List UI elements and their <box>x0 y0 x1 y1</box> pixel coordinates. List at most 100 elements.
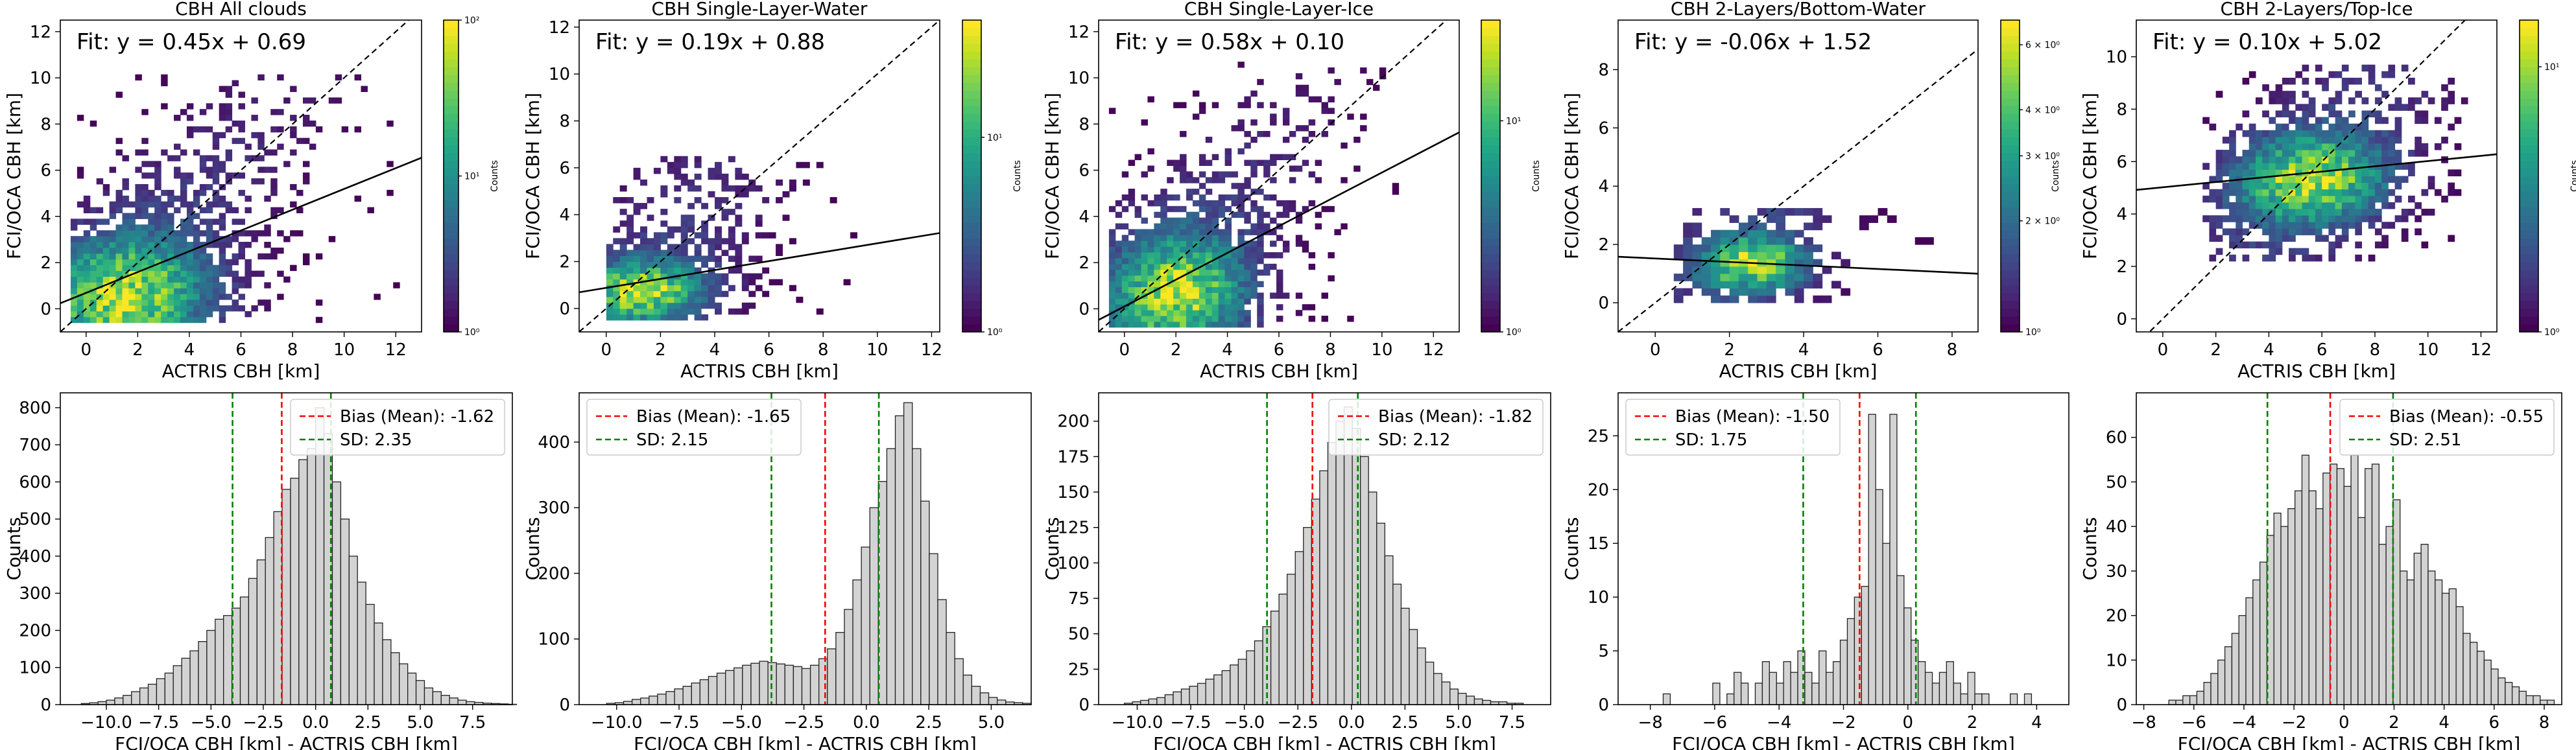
heatmap-cell <box>122 242 129 248</box>
y-tick-label: 2 <box>2116 257 2127 277</box>
heatmap-cell <box>1683 266 1693 274</box>
heatmap-cell <box>2355 150 2362 157</box>
heatmap-cell <box>89 259 97 266</box>
heatmap-cell <box>232 282 239 288</box>
heatmap-cell <box>2408 163 2415 170</box>
heatmap-cell <box>219 305 226 312</box>
colorbar-frame <box>962 19 982 333</box>
legend-entry: Bias (Mean): -1.50 <box>1675 407 1830 427</box>
heatmap-cell <box>816 308 824 315</box>
colorbar-label: Counts <box>2570 160 2576 192</box>
colorbar-frame <box>1481 19 1501 333</box>
colorbar-segment <box>444 82 459 91</box>
heatmap-cell <box>1738 274 1748 281</box>
heatmap-cell <box>161 149 168 156</box>
x-tick-label: 0 <box>601 340 612 360</box>
heatmap-cell <box>199 230 207 237</box>
heatmap-cell <box>1205 257 1213 264</box>
colorbar-segment <box>2520 137 2538 145</box>
heatmap-cell <box>1121 171 1129 178</box>
heatmap-cell <box>613 308 621 315</box>
heatmap-cell <box>647 255 654 263</box>
heatmap-cell <box>2335 97 2343 104</box>
heatmap-cell <box>1141 304 1148 311</box>
heatmap-cell <box>154 195 161 202</box>
heatmap-cell <box>1121 205 1129 213</box>
heatmap-cell <box>1160 298 1167 305</box>
heatmap-cell <box>640 314 648 321</box>
heatmap-cell <box>694 173 702 180</box>
heatmap-cell <box>2335 143 2343 150</box>
heatmap-cell <box>2355 254 2362 262</box>
heatmap-cell <box>225 236 233 242</box>
heatmap-cell <box>2236 235 2243 242</box>
heatmap-cell <box>1270 113 1277 120</box>
colorbar-segment <box>444 253 459 263</box>
heatmap-cell <box>212 218 220 225</box>
colorbar-segment <box>444 269 459 278</box>
heatmap-cell <box>2448 123 2455 131</box>
heatmap-cell <box>180 264 187 272</box>
heatmap-cell <box>141 264 149 272</box>
heatmap-cell <box>238 282 245 288</box>
heatmap-cell <box>109 259 117 266</box>
x-tick-label: −8 <box>1638 713 1662 732</box>
heatmap-cell <box>115 316 123 323</box>
histogram-bar <box>206 629 216 705</box>
heatmap-cell <box>687 302 695 309</box>
heatmap-cell <box>1115 304 1123 311</box>
heatmap-cell <box>613 261 621 268</box>
heatmap-cell <box>1237 257 1245 264</box>
heatmap-cell <box>1147 304 1154 311</box>
heatmap-cell <box>1237 298 1245 305</box>
x-tick-label: 0 <box>1119 340 1130 360</box>
colorbar-segment <box>2520 160 2538 169</box>
axes-frame <box>578 392 1032 705</box>
histogram-bar <box>1839 639 1848 705</box>
heatmap-cell <box>2361 209 2369 216</box>
heatmap-cell <box>1766 215 1776 223</box>
histogram-bar <box>903 402 913 705</box>
heatmap-cell <box>167 195 174 202</box>
heatmap-cell <box>1302 159 1309 166</box>
heatmap-cell <box>2361 189 2369 196</box>
heatmap-cell <box>1244 96 1251 102</box>
heatmap-cell <box>2394 117 2402 124</box>
heatmap-cell <box>1720 266 1730 274</box>
histogram-bar <box>2182 695 2191 705</box>
heatmap-cell <box>225 207 233 214</box>
heatmap-cell <box>1308 96 1316 102</box>
heatmap-cell <box>2381 176 2389 183</box>
histogram-bar <box>725 670 735 705</box>
heatmap-cell <box>2255 215 2263 222</box>
heatmap-cell <box>1794 288 1804 296</box>
heatmap-cell <box>141 195 149 202</box>
heatmap-cell <box>167 224 174 231</box>
heatmap-cell <box>2289 77 2296 85</box>
heatmap-cell <box>1154 269 1161 276</box>
colorbar-segment <box>2001 145 2020 154</box>
heatmap-cell <box>1180 252 1187 259</box>
x-tick-label: 10 <box>866 340 888 360</box>
heatmap-cell <box>148 230 155 237</box>
heatmap-cell <box>1186 263 1193 270</box>
heatmap-cell <box>309 97 316 104</box>
histogram-bar <box>2518 690 2527 705</box>
heatmap-cell <box>1128 263 1136 270</box>
heatmap-cell <box>1321 205 1328 213</box>
histogram-bar <box>1294 551 1304 705</box>
colorbar-segment <box>1481 269 1500 278</box>
heatmap-cell <box>1237 194 1245 201</box>
heatmap-cell <box>1785 288 1795 296</box>
colorbar-segment <box>962 168 981 177</box>
heatmap-cell <box>2335 195 2343 203</box>
heatmap-cell <box>2282 156 2289 163</box>
heatmap-cell <box>109 167 117 173</box>
heatmap-cell <box>1147 235 1154 241</box>
heatmap-cell <box>2341 130 2349 137</box>
heatmap-cell <box>154 270 161 277</box>
colorbar-segment <box>962 20 981 29</box>
histogram-bar <box>818 658 828 705</box>
y-axis-label: Counts <box>1042 517 1063 581</box>
heatmap-cell <box>212 299 220 306</box>
